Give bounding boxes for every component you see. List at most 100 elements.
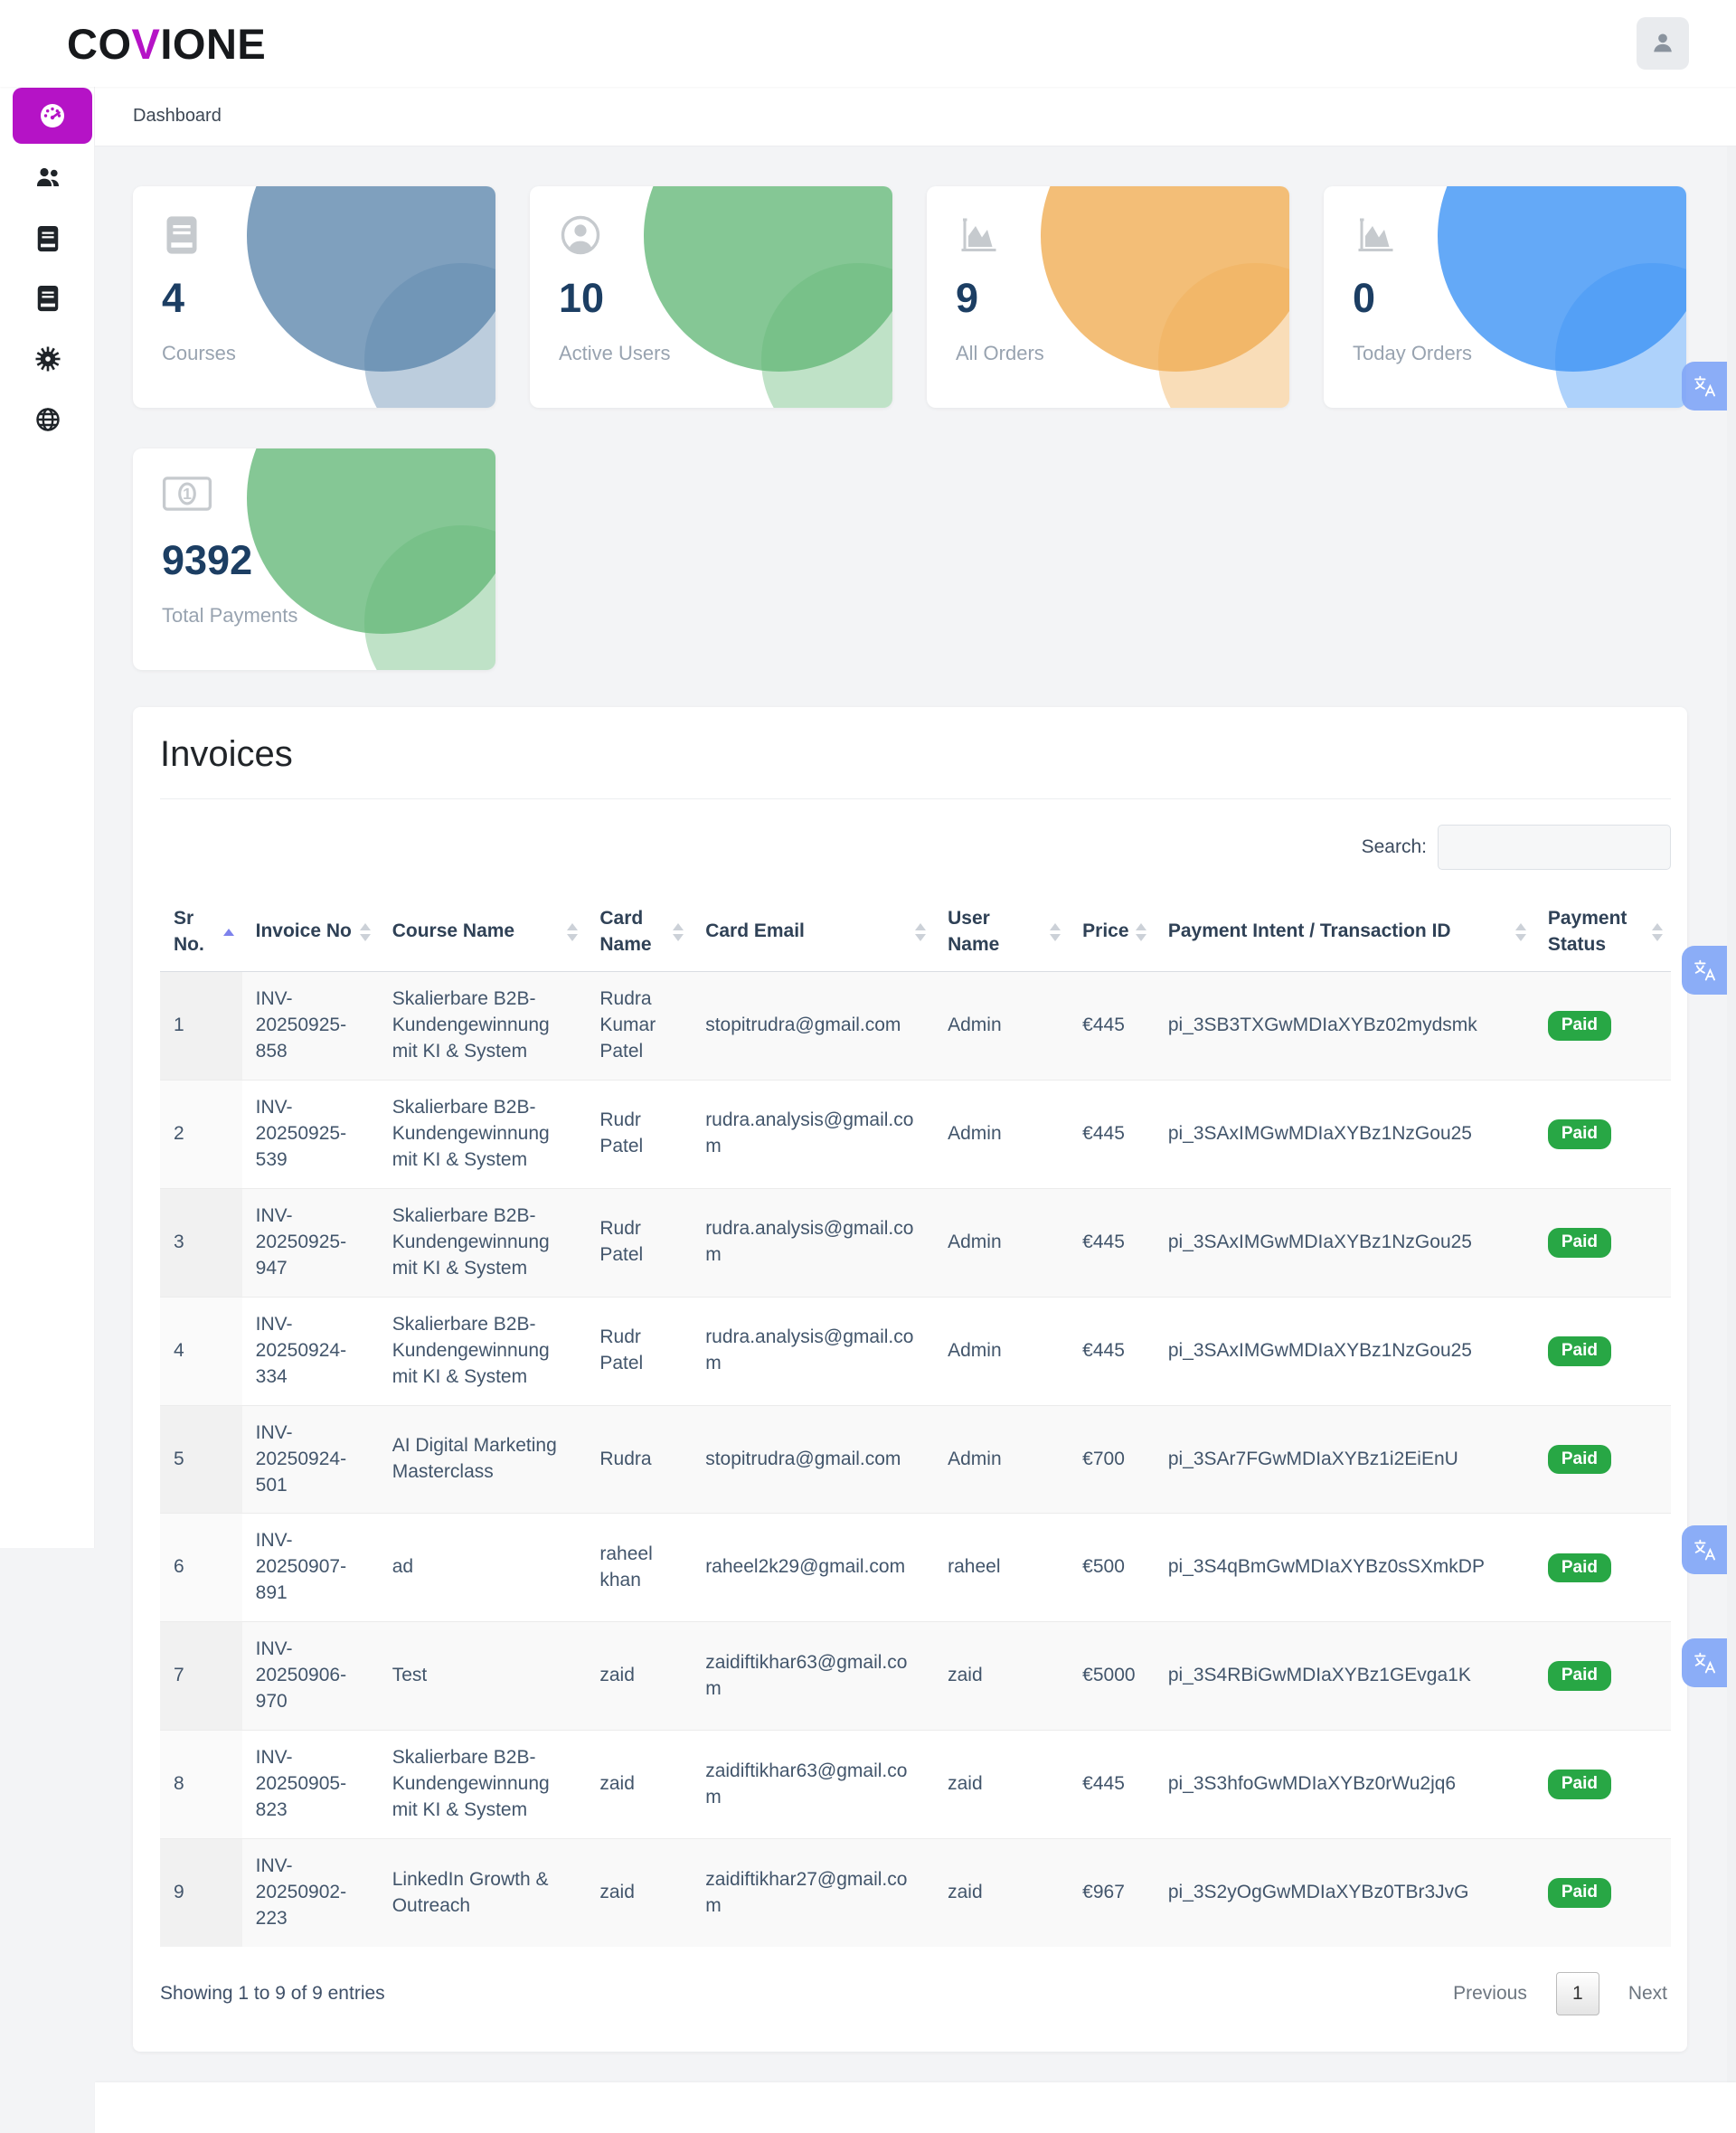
sidebar [0, 87, 95, 1548]
table-header-row: Sr No. Invoice No Course Name Card Name … [160, 893, 1671, 972]
cell-card-email: stopitrudra@gmail.com [692, 971, 935, 1081]
invoices-header: Invoices [160, 707, 1671, 799]
cell-user-name: Admin [934, 1404, 1070, 1514]
cell-course-name: Skalierbare B2B-Kundengewinnung mit KI &… [378, 1730, 587, 1839]
cell-user-name: Admin [934, 1079, 1070, 1189]
payment-status-badge: Paid [1547, 1553, 1611, 1583]
translate-widget-button[interactable] [1682, 1638, 1727, 1687]
cell-course-name: Skalierbare B2B-Kundengewinnung mit KI &… [378, 1079, 587, 1189]
page-1-button[interactable]: 1 [1555, 1972, 1599, 2016]
sort-asc-icon [222, 928, 234, 936]
globe-icon [33, 405, 62, 434]
cell-invoice-no: INV-20250925-539 [241, 1079, 379, 1189]
column-header-price[interactable]: Price [1069, 893, 1155, 972]
footer-strip [95, 2082, 1736, 2133]
user-menu-button[interactable] [1637, 17, 1689, 70]
cell-card-email: zaidiftikhar27@gmail.com [692, 1838, 935, 1948]
cell-price: €700 [1069, 1404, 1155, 1514]
logo-prefix: CO [67, 19, 132, 68]
cell-transaction-id: pi_3S4RBiGwMDIaXYBz1GEvga1K [1154, 1621, 1534, 1731]
journal-icon [34, 284, 61, 313]
previous-page-button[interactable]: Previous [1453, 1983, 1527, 2005]
stat-card-all-orders: 9 All Orders [927, 186, 1289, 408]
cell-user-name: Admin [934, 1187, 1070, 1298]
cell-user-name: Admin [934, 971, 1070, 1081]
cell-transaction-id: pi_3S4qBmGwMDIaXYBz0sSXmkDP [1154, 1513, 1534, 1622]
search-label: Search: [1361, 836, 1427, 857]
scrollbar-track[interactable] [1727, 87, 1736, 2133]
cell-sr: 5 [160, 1404, 242, 1514]
column-header-sr-no[interactable]: Sr No. [160, 893, 242, 972]
cell-transaction-id: pi_3SB3TXGwMDIaXYBz02mydsmk [1154, 971, 1534, 1081]
cell-card-email: raheel2k29@gmail.com [692, 1513, 935, 1622]
stat-card-active-users: 10 Active Users [530, 186, 892, 408]
column-header-invoice-no[interactable]: Invoice No [241, 893, 379, 972]
cell-transaction-id: pi_3SAxIMGwMDIaXYBz1NzGou25 [1154, 1296, 1534, 1406]
table-row: 9 INV-20250902-223 LinkedIn Growth & Outre… [160, 1838, 1671, 1948]
translate-widget-button[interactable] [1682, 362, 1727, 411]
translate-icon [1694, 375, 1716, 397]
translate-icon [1694, 1539, 1716, 1561]
column-header-card-email[interactable]: Card Email [692, 893, 935, 972]
cell-card-name: Rudra Kumar Patel [586, 971, 693, 1081]
cell-card-name: zaid [586, 1838, 693, 1948]
sidebar-item-users[interactable] [0, 159, 95, 195]
cell-card-email: stopitrudra@gmail.com [692, 1404, 935, 1514]
column-header-card-name[interactable]: Card Name [586, 893, 693, 972]
translate-icon [1694, 959, 1716, 981]
cell-price: €967 [1069, 1838, 1155, 1948]
person-circle-icon [559, 213, 892, 260]
cell-transaction-id: pi_3S3hfoGwMDIaXYBz0rWu2jq6 [1154, 1730, 1534, 1839]
stat-value: 4 [162, 275, 185, 321]
stat-card-today-orders: 0 Today Orders [1324, 186, 1686, 408]
cell-invoice-no: INV-20250925-947 [241, 1187, 379, 1298]
payment-status-badge: Paid [1547, 1010, 1611, 1041]
cell-course-name: Skalierbare B2B-Kundengewinnung mit KI &… [378, 1187, 587, 1298]
payment-status-badge: Paid [1547, 1335, 1611, 1366]
cell-invoice-no: INV-20250907-891 [241, 1513, 379, 1622]
cell-user-name: zaid [934, 1730, 1070, 1839]
cell-user-name: zaid [934, 1838, 1070, 1948]
table-row: 5 INV-20250924-501 AI Digital Marketing Ma… [160, 1404, 1671, 1514]
invoices-title: Invoices [160, 734, 293, 774]
cell-card-name: Rudr Patel [586, 1296, 693, 1406]
column-header-transaction-id[interactable]: Payment Intent / Transaction ID [1154, 893, 1534, 972]
cell-sr: 8 [160, 1730, 242, 1839]
cell-card-email: zaidiftikhar63@gmail.com [692, 1730, 935, 1839]
stat-card-courses: 4 Courses [133, 186, 495, 408]
sidebar-item-dashboard[interactable] [13, 88, 92, 144]
cell-price: €500 [1069, 1513, 1155, 1622]
table-row: 8 INV-20250905-823 Skalierbare B2B-Kundeng… [160, 1730, 1671, 1839]
cell-status: Paid [1533, 971, 1671, 1081]
next-page-button[interactable]: Next [1628, 1983, 1667, 2005]
sidebar-item-courses[interactable] [0, 221, 95, 257]
stat-card-total-payments: 1 9392 Total Payments [133, 448, 495, 670]
column-header-payment-status[interactable]: Payment Status [1533, 893, 1671, 972]
payment-status-badge: Paid [1547, 1661, 1611, 1692]
stat-value: 0 [1353, 275, 1376, 321]
translate-widget-button[interactable] [1682, 946, 1727, 995]
cell-sr: 4 [160, 1296, 242, 1406]
search-input[interactable] [1438, 825, 1671, 870]
cell-price: €5000 [1069, 1621, 1155, 1731]
cash-icon: 1 [162, 476, 495, 523]
sort-icon [1652, 922, 1663, 941]
table-row: 2 INV-20250925-539 Skalierbare B2B-Kundeng… [160, 1079, 1671, 1189]
sidebar-item-orders[interactable] [0, 280, 95, 316]
main-content: 4 Courses 10 Active Users [95, 146, 1736, 2053]
cell-invoice-no: INV-20250906-970 [241, 1621, 379, 1731]
sidebar-item-site[interactable] [0, 401, 95, 438]
translate-widget-button[interactable] [1682, 1525, 1727, 1574]
sort-icon [1514, 922, 1526, 941]
cell-card-name: Rudr Patel [586, 1187, 693, 1298]
cell-transaction-id: pi_3SAxIMGwMDIaXYBz1NzGou25 [1154, 1079, 1534, 1189]
chart-icon [1353, 213, 1686, 260]
column-header-user-name[interactable]: User Name [934, 893, 1070, 972]
entries-info: Showing 1 to 9 of 9 entries [160, 1983, 385, 2005]
column-header-course-name[interactable]: Course Name [378, 893, 587, 972]
sidebar-item-settings[interactable] [0, 341, 95, 377]
cell-status: Paid [1533, 1621, 1671, 1731]
sort-icon [359, 922, 371, 941]
cell-status: Paid [1533, 1838, 1671, 1948]
logo-suffix: IONE [160, 19, 267, 68]
